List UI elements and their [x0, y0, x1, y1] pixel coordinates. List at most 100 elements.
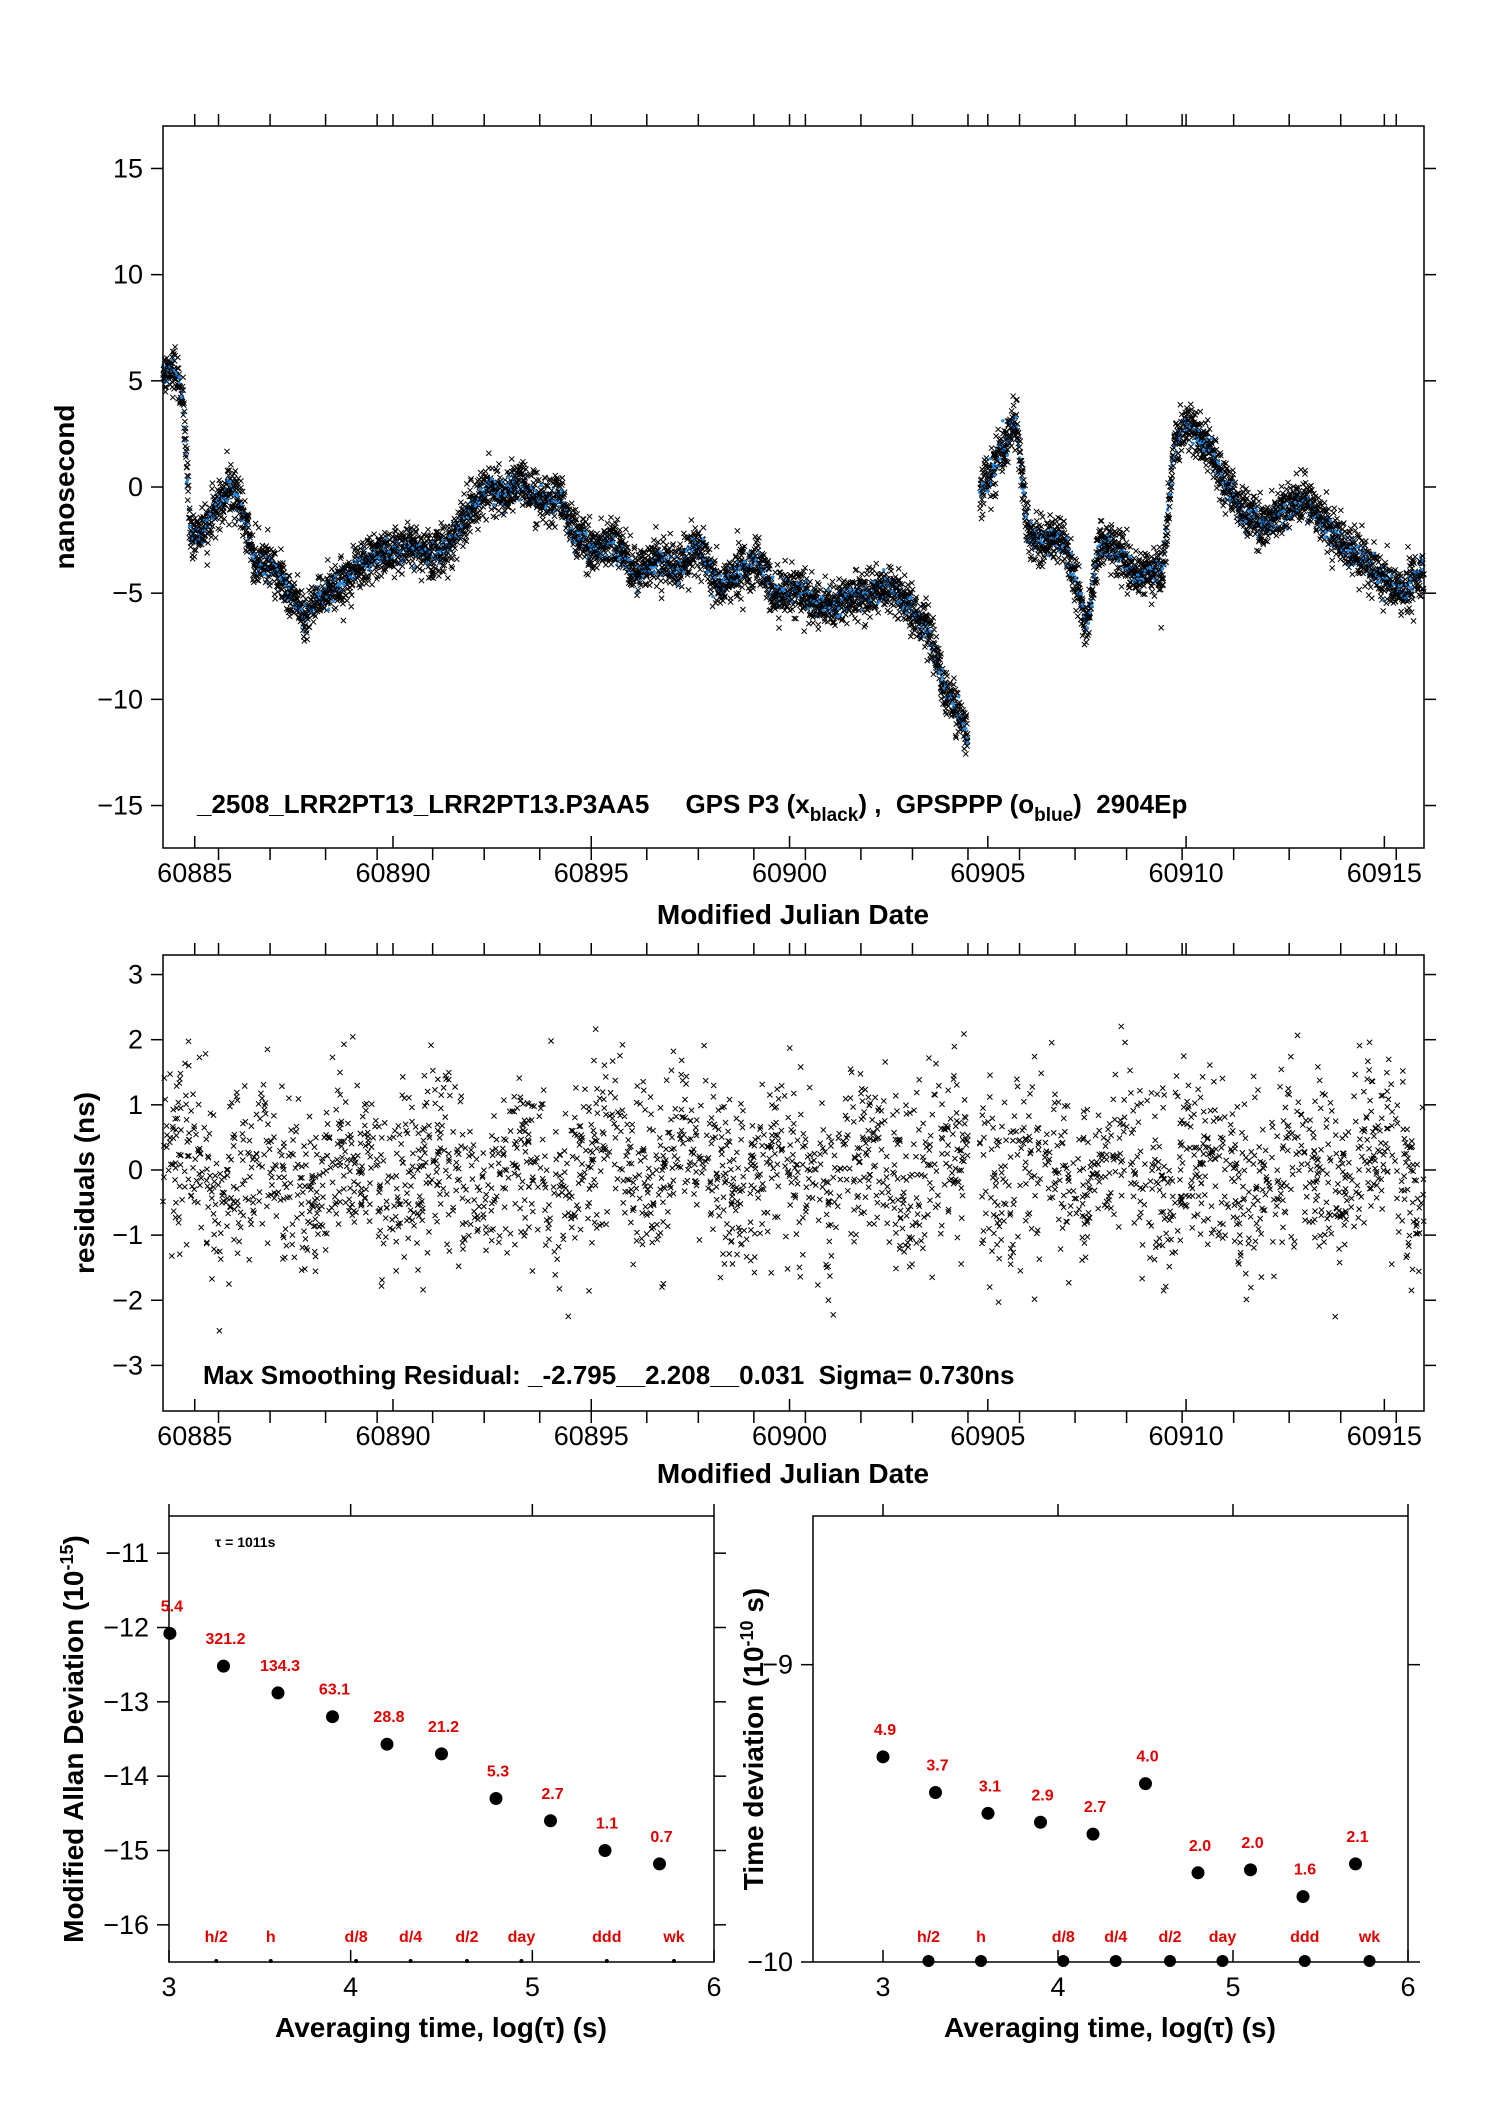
data-point-o: [1024, 515, 1029, 519]
data-point-x: [245, 513, 252, 520]
data-point-o: [478, 487, 482, 491]
data-point-o: [1022, 490, 1026, 495]
data-point-o: [165, 378, 170, 382]
data-point-x: [227, 461, 234, 468]
data-point-x: [239, 532, 246, 539]
data-point-x: [241, 497, 248, 504]
data-point-o: [225, 499, 230, 503]
data-point-x: [340, 617, 347, 624]
data-point-x: [237, 477, 244, 484]
data-point-x: [180, 374, 187, 381]
data-point-x: [348, 592, 355, 599]
data-point-x: [224, 448, 230, 455]
data-point-o: [719, 574, 723, 578]
data-point-x: [266, 579, 273, 586]
data-point-x: [231, 515, 238, 522]
data-point-o: [584, 532, 588, 536]
data-point-o: [178, 375, 182, 380]
data-point-x: [347, 588, 354, 595]
data-point-o: [993, 473, 997, 477]
data-point-x: [279, 560, 286, 567]
data-point-x: [180, 387, 187, 394]
data-point-o: [539, 483, 543, 488]
data-point-x: [183, 445, 190, 452]
data-point-x: [317, 573, 324, 580]
data-point-o: [326, 607, 331, 612]
data-point-x: [162, 388, 169, 395]
data-point-x: [310, 618, 317, 625]
data-point-x: [180, 412, 187, 418]
data-point-x: [192, 547, 199, 554]
data-point-x: [244, 519, 251, 525]
data-point-o: [771, 575, 775, 579]
data-point-x: [217, 514, 224, 521]
data-point-x: [272, 550, 278, 557]
data-point-x: [194, 519, 201, 526]
data-point-x: [181, 400, 187, 407]
data-point-x: [176, 371, 183, 377]
data-point-x: [191, 553, 198, 560]
data-point-x: [186, 505, 193, 512]
data-point-x: [298, 587, 305, 594]
data-point-x: [249, 532, 256, 539]
data-point-x: [184, 483, 191, 489]
data-point-o: [905, 611, 909, 615]
data-point-x: [295, 589, 302, 595]
data-point-x: [191, 547, 198, 554]
data-point-o: [1014, 415, 1018, 419]
data-point-x: [183, 435, 189, 442]
data-point-x: [265, 573, 272, 580]
data-point-x: [238, 484, 244, 491]
data-point-x: [226, 521, 233, 528]
data-point-x: [185, 488, 192, 495]
data-point-o: [650, 566, 654, 570]
data-point-x: [215, 509, 222, 516]
data-point-x: [340, 587, 347, 594]
data-point-x: [233, 479, 240, 486]
data-point-x: [249, 543, 256, 550]
data-point-x: [220, 509, 227, 516]
data-point-x: [286, 572, 293, 579]
data-point-o: [240, 518, 245, 523]
data-point-o: [964, 727, 968, 731]
data-point-x: [216, 477, 223, 484]
data-point-o: [909, 596, 913, 600]
data-point-x: [209, 485, 216, 492]
data-point-x: [324, 556, 331, 563]
data-point-o: [882, 568, 886, 572]
data-point-x: [250, 579, 257, 586]
data-point-o: [489, 477, 494, 481]
data-point-o: [961, 722, 965, 726]
data-point-x: [232, 468, 239, 474]
data-point-x: [209, 523, 216, 530]
data-point-x: [172, 352, 179, 359]
data-point-x: [174, 354, 181, 361]
data-point-x: [204, 562, 211, 569]
data-point-x: [169, 394, 176, 401]
data-point-x: [180, 402, 187, 408]
data-point-x: [174, 365, 181, 371]
data-point-x: [245, 512, 252, 519]
data-point-x: [182, 454, 189, 461]
data-point-x: [205, 540, 211, 546]
data-point-o: [653, 570, 657, 575]
data-point-x: [247, 532, 254, 539]
data-point-x: [185, 482, 192, 489]
data-point-x: [190, 512, 197, 519]
data-point-x: [342, 592, 349, 599]
data-point-x: [201, 500, 208, 507]
data-point-x: [306, 624, 313, 631]
data-point-x: [319, 576, 326, 583]
data-point-x: [163, 384, 170, 391]
data-point-x: [294, 571, 301, 578]
data-point-x: [234, 495, 241, 502]
data-point-x: [269, 555, 276, 562]
data-point-x: [244, 516, 251, 523]
data-point-x: [302, 622, 309, 628]
data-point-o: [742, 560, 747, 564]
data-point-o: [334, 574, 338, 578]
data-point-o: [236, 493, 240, 498]
data-point-o: [653, 565, 658, 569]
data-point-x: [305, 613, 312, 620]
